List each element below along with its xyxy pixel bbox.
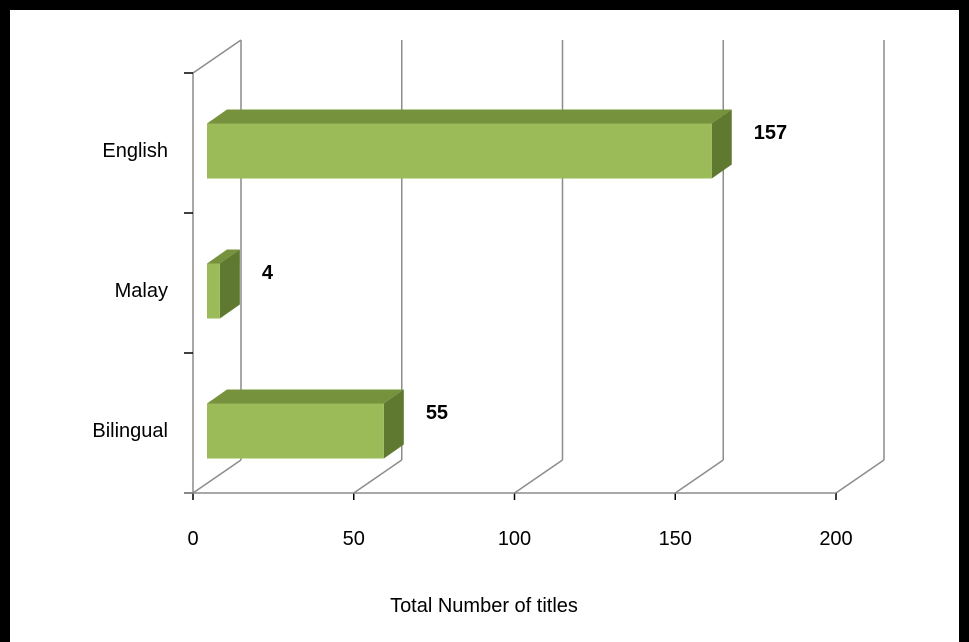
bar-front-face — [207, 123, 712, 179]
data-label: 55 — [426, 402, 448, 424]
floor-gridline — [192, 459, 242, 494]
label-layer: 0 50 100 150 200 English 157 Malay 4 Bilingual 55 — [92, 122, 852, 550]
x-tick-label: 100 — [498, 528, 531, 550]
bar-top-face — [207, 249, 240, 264]
bar-bilingual — [207, 389, 404, 459]
bar-layer — [207, 109, 732, 459]
bar-side-face — [219, 249, 240, 319]
data-label: 157 — [754, 122, 787, 144]
x-tick-label: 150 — [659, 528, 692, 550]
data-label: 4 — [262, 262, 274, 284]
bar-top-face — [207, 109, 732, 124]
bar-malay — [207, 249, 240, 319]
category-label: Malay — [115, 280, 168, 302]
floor-gridline — [835, 459, 885, 494]
bar-front-face — [207, 263, 220, 319]
bar-side-face — [711, 109, 732, 179]
floor-gridline — [514, 459, 563, 494]
x-tick-label: 200 — [819, 528, 852, 550]
floor-gridline — [353, 459, 403, 494]
x-tick-label: 50 — [343, 528, 365, 550]
category-label: English — [102, 140, 168, 162]
bar-front-face — [207, 403, 384, 459]
x-tick-label: 0 — [187, 528, 198, 550]
bar-side-face — [383, 389, 404, 459]
bar-top-face — [207, 389, 404, 404]
category-label: Bilingual — [92, 420, 168, 442]
x-axis-title: Total Number of titles — [390, 595, 578, 617]
axis-layer — [184, 39, 837, 500]
floor-gridline — [674, 459, 724, 494]
bar-english — [207, 109, 732, 179]
wall-top-edge — [192, 39, 242, 74]
